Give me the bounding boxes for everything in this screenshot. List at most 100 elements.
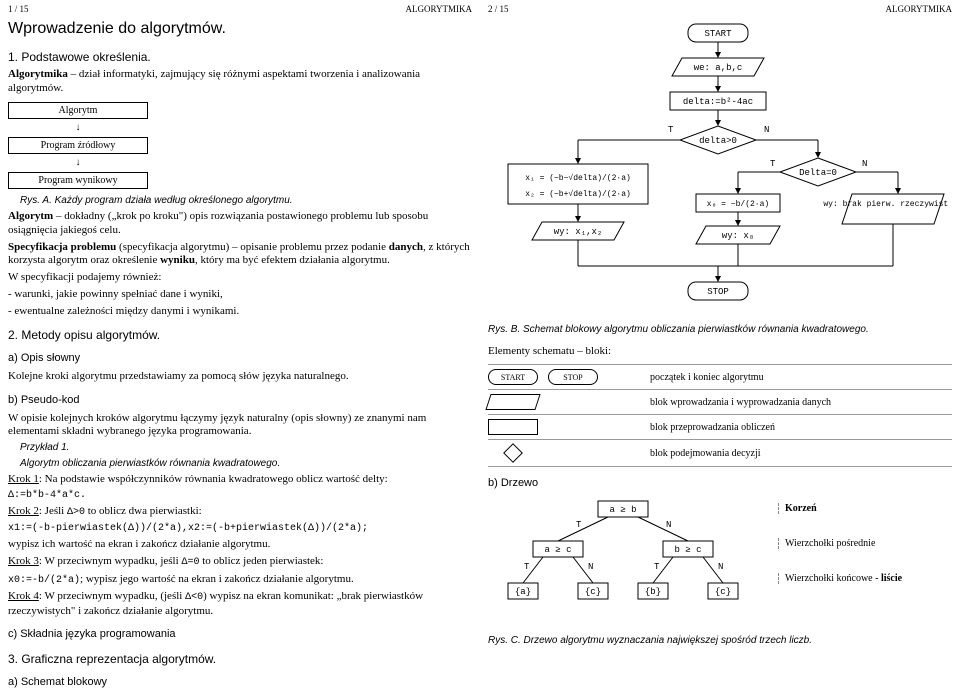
svg-text:wy: brak pierw. rzeczywistych: wy: brak pierw. rzeczywistych — [823, 200, 948, 209]
k3-code: x0:=-b/(2*a) — [8, 575, 80, 586]
k3-tail: ; wypisz jego wartość na ekran i zakończ… — [80, 573, 354, 585]
k2-code: x1:=(-b-pierwiastek(Δ))/(2*a),x2:=(-b+pi… — [8, 523, 472, 536]
legend-text: blok wprowadzania i wyprowadzania danych — [650, 397, 831, 408]
k3: Krok 3: W przeciwnym wypadku, jeśli Δ=0 … — [8, 555, 472, 570]
k2-t2: to oblicz dwa pierwiastki: — [85, 505, 202, 517]
k1-text: : Na podstawie współczynników równania k… — [39, 473, 388, 485]
def3-b2: wyniku — [160, 254, 195, 266]
flowchart-svg: START we: a,b,c delta:=b²-4ac delta>0 T … — [488, 20, 948, 320]
legend-text: początek i koniec algorytmu — [650, 372, 764, 383]
box-zrodlowy: Program źródłowy — [8, 137, 148, 154]
legend-text: blok przeprowadzania obliczeń — [650, 422, 775, 433]
svg-text:we: a,b,c: we: a,b,c — [694, 63, 743, 73]
page-left: 1 / 15 — [8, 4, 29, 14]
k3-code-line: x0:=-b/(2*a); wypisz jego wartość na ekr… — [8, 573, 472, 588]
spec-intro: W specyfikacji podajemy również: — [8, 271, 472, 285]
flow-caption: Rys. B. Schemat blokowy algorytmu oblicz… — [488, 324, 952, 337]
def2-term: Algorytm — [8, 210, 53, 222]
s3a-head: a) Schemat blokowy — [8, 676, 472, 690]
svg-text:{c}: {c} — [715, 587, 731, 597]
k4-t1: : W przeciwnym wypadku, (jeśli — [39, 590, 185, 602]
k3-t2: to oblicz jeden pierwiastek: — [199, 555, 323, 567]
k3-t1: : W przeciwnym wypadku, jeśli — [39, 555, 182, 567]
k2-tail: wypisz ich wartość na ekran i zakończ dz… — [8, 538, 472, 552]
svg-text:START: START — [704, 29, 732, 39]
svg-text:N: N — [764, 125, 769, 135]
svg-text:b ≥ c: b ≥ c — [674, 545, 701, 555]
lbl3b: liście — [881, 573, 902, 584]
svg-text:wy: x₀: wy: x₀ — [722, 231, 754, 241]
page-right: 2 / 15 — [488, 4, 509, 14]
spec-li2: - ewentualne zależności między danymi i … — [8, 305, 472, 319]
rect-icon — [488, 419, 538, 435]
oval-icon: START — [488, 369, 538, 385]
tree-label-root: Korzeń — [778, 503, 902, 514]
k4: Krok 4: W przeciwnym wypadku, (jeśli Δ<0… — [8, 590, 472, 618]
tree-label-leaf: Wierzchołki końcowe - liście — [778, 573, 902, 584]
k2-cond: Δ>0 — [67, 507, 85, 518]
parallelogram-icon — [485, 394, 540, 410]
legend-row: blok podejmowania decyzji — [488, 439, 952, 467]
k3-cond: Δ=0 — [181, 557, 199, 568]
svg-text:N: N — [718, 562, 723, 572]
svg-text:{c}: {c} — [585, 587, 601, 597]
svg-text:delta>0: delta>0 — [699, 136, 737, 146]
diamond-icon — [503, 443, 523, 463]
legend-row: blok wprowadzania i wyprowadzania danych — [488, 389, 952, 414]
svg-text:a ≥ c: a ≥ c — [544, 545, 571, 555]
k1-code: Δ:=b*b-4*a*c. — [8, 490, 472, 503]
s1-heading: 1. Podstawowe określenia. — [8, 50, 472, 64]
s2a-body: Kolejne kroki algorytmu przedstawiamy za… — [8, 370, 472, 384]
ex1-label: Przykład 1. — [20, 442, 472, 455]
k2: Krok 2: Jeśli Δ>0 to oblicz dwa pierwias… — [8, 505, 472, 520]
svg-text:N: N — [588, 562, 593, 572]
svg-text:x₀ = −b/(2·a): x₀ = −b/(2·a) — [707, 200, 769, 209]
svg-text:T: T — [524, 562, 530, 572]
svg-text:STOP: STOP — [707, 287, 729, 297]
arrow-down-icon: ↓ — [8, 123, 148, 133]
lbl1: Korzeń — [785, 503, 817, 514]
fig-a-caption: Rys. A. Każdy program działa według okre… — [20, 195, 472, 208]
svg-text:N: N — [666, 520, 671, 530]
svg-text:{a}: {a} — [515, 587, 531, 597]
def-algorytmika: Algorytmika – dział informatyki, zajmują… — [8, 68, 472, 96]
def3-term: Specyfikacja problemu — [8, 241, 116, 253]
def-algorytm: Algorytm – dokładny („krok po kroku") op… — [8, 210, 472, 238]
legend-row: blok przeprowadzania obliczeń — [488, 414, 952, 439]
box-wynikowy: Program wynikowy — [8, 172, 148, 189]
svg-text:x₂ = (−b+√delta)/(2·a): x₂ = (−b+√delta)/(2·a) — [525, 189, 631, 199]
svg-text:delta:=b²-4ac: delta:=b²-4ac — [683, 97, 753, 107]
arrow-down-icon: ↓ — [8, 158, 148, 168]
header-title: ALGORYTMIKA — [406, 4, 473, 14]
svg-text:N: N — [862, 159, 867, 169]
s3-heading: 3. Graficzna reprezentacja algorytmów. — [8, 652, 472, 666]
svg-text:T: T — [668, 125, 674, 135]
k1: Krok 1: Na podstawie współczynników równ… — [8, 473, 472, 487]
k2-t1: : Jeśli — [39, 505, 67, 517]
def3-p3: , który ma być efektem działania algoryt… — [195, 254, 390, 266]
s2a-head: a) Opis słowny — [8, 352, 472, 366]
tree-caption: Rys. C. Drzewo algorytmu wyznaczania naj… — [488, 635, 952, 648]
def-spec: Specyfikacja problemu (specyfikacja algo… — [8, 241, 472, 269]
svg-text:T: T — [576, 520, 582, 530]
k4-cond: Δ<0 — [185, 592, 203, 603]
s2c-head: c) Składnia języka programowania — [8, 628, 472, 642]
def3-p1: (specyfikacja algorytmu) – opisanie prob… — [116, 241, 388, 253]
def2-body: – dokładny („krok po kroku") opis rozwią… — [8, 210, 428, 236]
lbl3a: Wierzchołki końcowe - — [785, 573, 881, 584]
k3-label: Krok 3 — [8, 555, 39, 567]
svg-text:a ≥ b: a ≥ b — [609, 505, 636, 515]
header-title-r: ALGORYTMIKA — [886, 4, 953, 14]
s2b-head: b) Pseudo-kod — [8, 394, 472, 408]
spec-li1: - warunki, jakie powinny spełniać dane i… — [8, 288, 472, 302]
tree-label-mid: Wierzchołki pośrednie — [778, 538, 902, 549]
page-title: Wprowadzenie do algorytmów. — [8, 20, 472, 38]
svg-text:wy: x₁,x₂: wy: x₁,x₂ — [554, 227, 603, 237]
svg-text:x₁ = (−b−√delta)/(2·a): x₁ = (−b−√delta)/(2·a) — [525, 173, 631, 183]
legend-table: START STOP początek i koniec algorytmu b… — [488, 364, 952, 467]
k4-label: Krok 4 — [8, 590, 39, 602]
svg-text:Delta=0: Delta=0 — [799, 168, 837, 178]
ex1-title: Algorytm obliczania pierwiastków równani… — [20, 458, 472, 471]
def1-term: Algorytmika — [8, 68, 68, 80]
k1-label: Krok 1 — [8, 473, 39, 485]
